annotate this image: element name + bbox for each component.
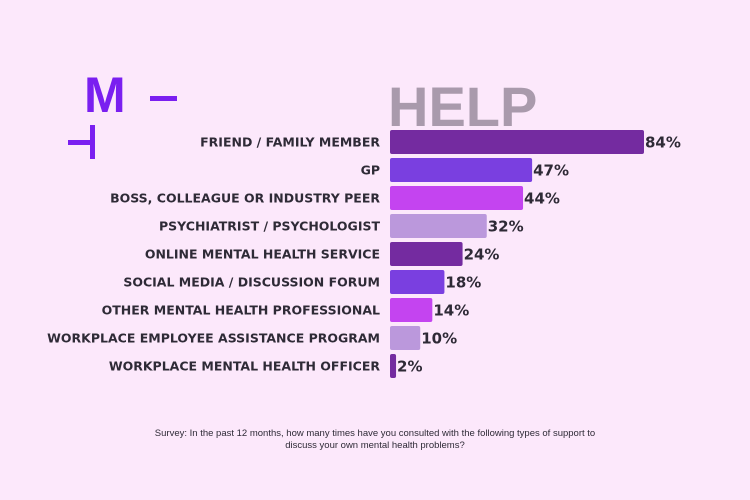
value-label: 24% [464,246,500,264]
footnote-line-1: Survey: In the past 12 months, how many … [154,428,596,439]
bar [390,298,433,322]
category-label: OTHER MENTAL HEALTH PROFESSIONAL [102,303,380,318]
value-label: 2% [397,358,422,376]
value-label: 47% [533,162,569,180]
value-label: 10% [421,330,457,348]
bar [390,326,421,350]
category-label: FRIEND / FAMILY MEMBER [200,135,380,150]
logo-dash [150,96,177,101]
bar [390,130,644,154]
value-label: 18% [445,274,481,292]
value-label: 32% [488,218,524,236]
category-label: WORKPLACE EMPLOYEE ASSISTANCE PROGRAM [47,331,380,346]
bar [390,354,397,378]
logo-crossbar [68,140,95,145]
value-label: 44% [524,190,560,208]
category-label: GP [361,163,380,178]
category-label: ONLINE MENTAL HEALTH SERVICE [145,247,380,262]
category-label: PSYCHIATRIST / PSYCHOLOGIST [159,219,380,234]
brand-logo: M [68,72,177,159]
bar [390,158,533,182]
logo-letter-m: M [84,72,126,123]
category-label: WORKPLACE MENTAL HEALTH OFFICER [109,359,381,374]
category-label: SOCIAL MEDIA / DISCUSSION FORUM [123,275,380,290]
value-label: 84% [645,134,681,152]
bar [390,270,445,294]
category-label: BOSS, COLLEAGUE OR INDUSTRY PEER [110,191,380,206]
chart-title: HELP [388,75,537,138]
bar [390,214,487,238]
survey-footnote: Survey: In the past 12 months, how many … [100,428,650,452]
bar-chart: HELP FRIEND / FAMILY MEMBER 84% GP 47% BOSS,… [47,75,681,378]
bar [390,186,524,210]
bar [390,242,463,266]
footnote-line-2: discuss your own mental health problems? [285,440,465,451]
bars-group: FRIEND / FAMILY MEMBER 84% GP 47% BOSS, COLL… [47,130,681,378]
value-label: 14% [433,302,469,320]
